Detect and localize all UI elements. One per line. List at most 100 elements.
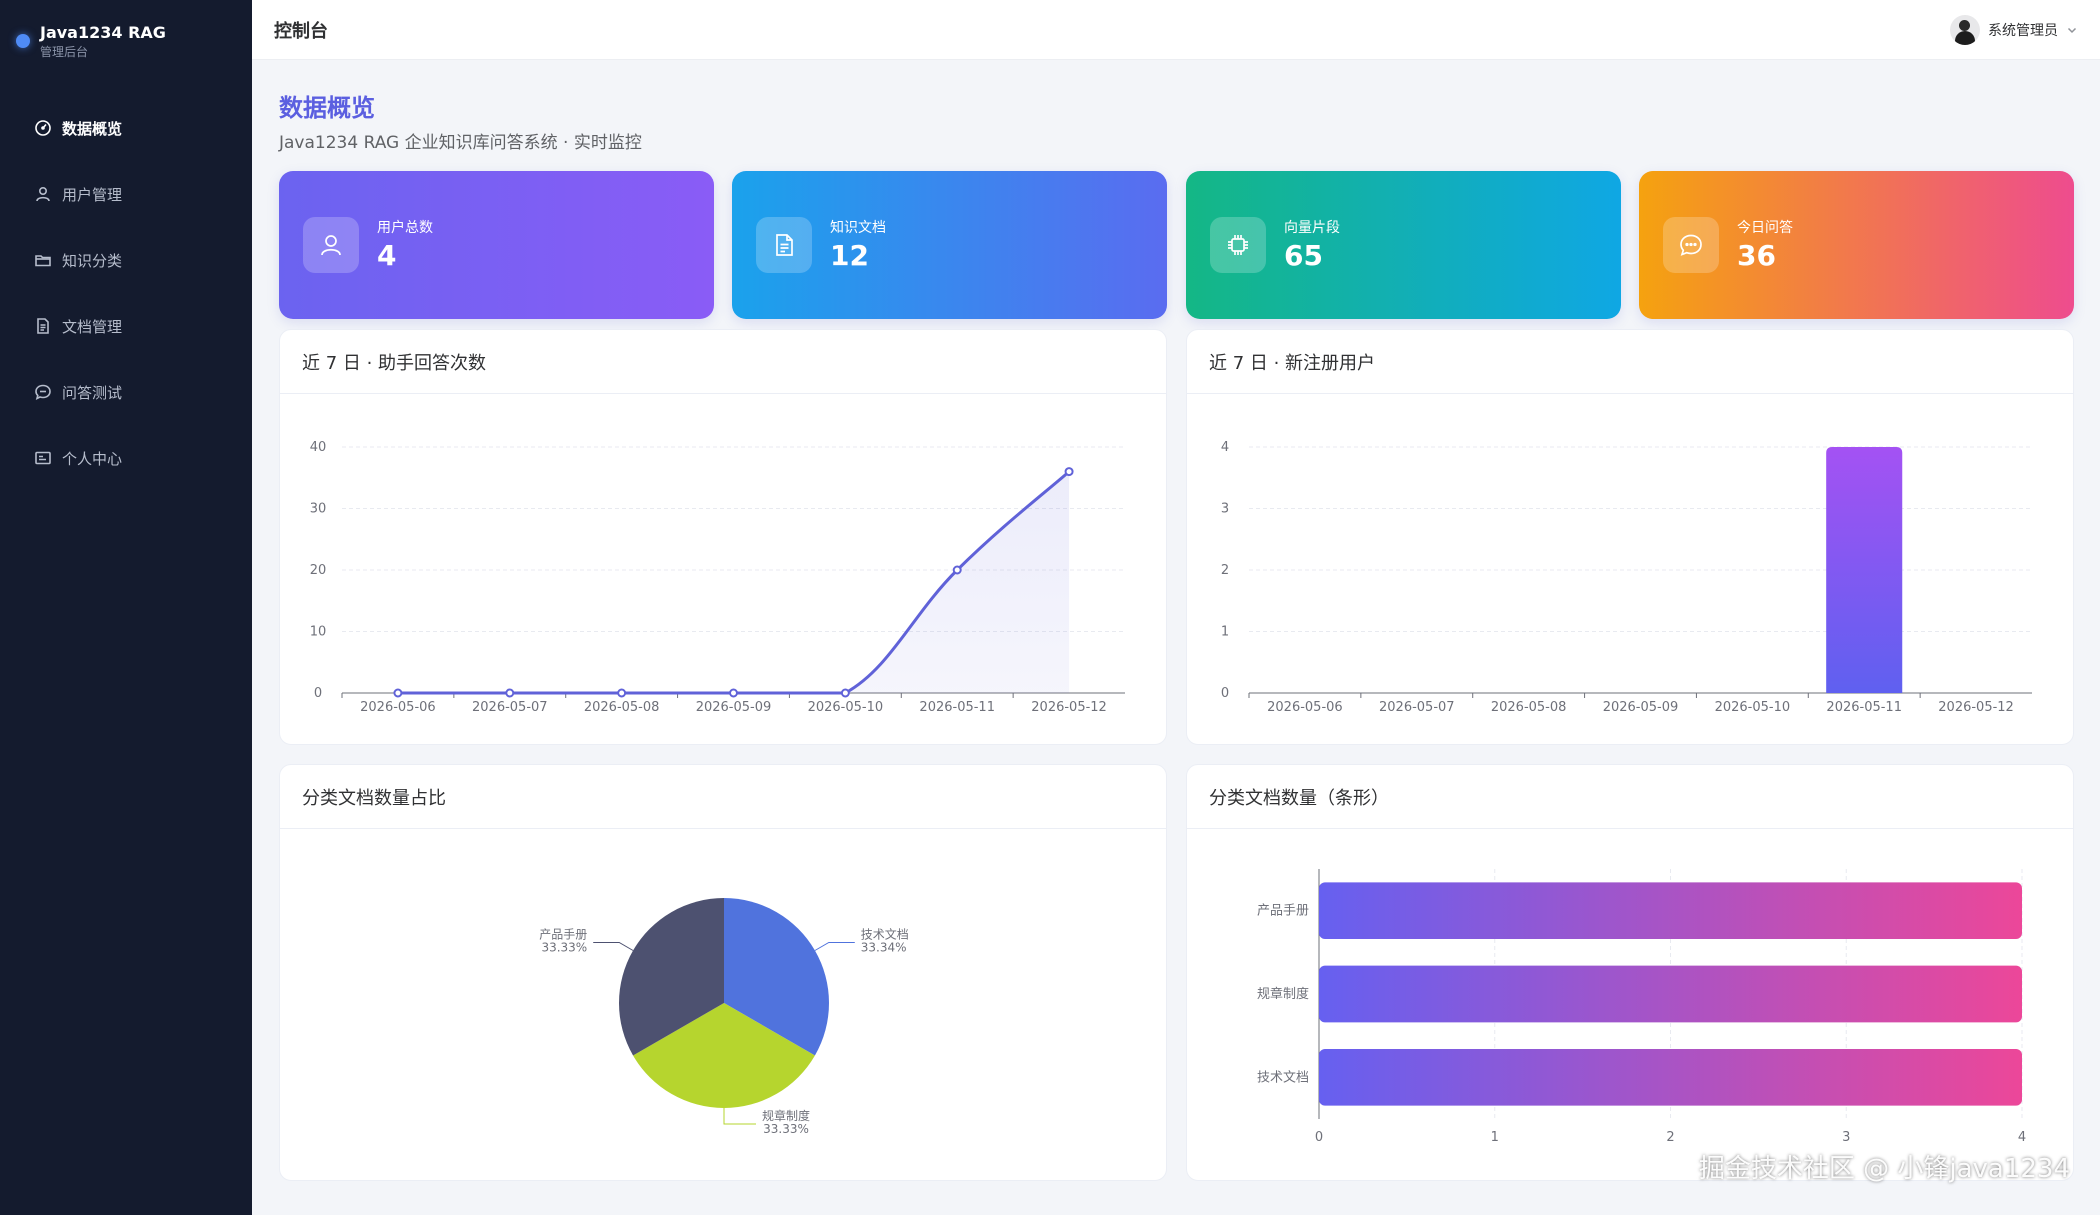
id-card-icon <box>34 449 52 467</box>
brand-logo-icon <box>16 34 30 48</box>
data-point <box>952 565 962 575</box>
document-icon <box>34 317 52 335</box>
x-tick-label: 2026-05-12 <box>1938 700 2014 715</box>
pie-label-line <box>814 942 855 951</box>
x-tick-label: 2026-05-10 <box>1715 700 1791 715</box>
y-tick-label: 4 <box>1221 440 1229 455</box>
stat-label: 知识文档 <box>830 220 886 236</box>
x-tick-label: 1 <box>1491 1130 1499 1145</box>
x-tick-label: 2026-05-08 <box>584 700 660 715</box>
pie-label-percent: 33.33% <box>763 1122 809 1136</box>
x-tick-label: 2026-05-10 <box>808 700 884 715</box>
panel-title: 近 7 日 · 助手回答次数 <box>280 330 1166 394</box>
x-tick-label: 2026-05-09 <box>696 700 772 715</box>
y-tick-label: 2 <box>1221 563 1229 578</box>
x-tick-label: 2026-05-06 <box>1267 700 1343 715</box>
chat-icon <box>34 383 52 401</box>
panel-title: 近 7 日 · 新注册用户 <box>1187 330 2073 394</box>
panel-title: 分类文档数量（条形） <box>1187 765 2073 829</box>
data-point <box>393 688 403 698</box>
x-tick-label: 2026-05-11 <box>1826 700 1902 715</box>
stat-value: 12 <box>830 239 869 272</box>
brand-title: Java1234 RAG <box>40 23 166 42</box>
y-tick-label: 产品手册 <box>1257 904 1309 919</box>
page-subtitle: Java1234 RAG 企业知识库问答系统 · 实时监控 <box>279 133 642 153</box>
watermark: 掘金技术社区 @ 小锋java1234 <box>1698 1154 2070 1184</box>
x-tick-label: 2026-05-07 <box>472 700 548 715</box>
folder-icon <box>34 251 52 269</box>
sidebar-item-users[interactable]: 用户管理 <box>0 161 252 227</box>
stat-value: 65 <box>1284 239 1323 272</box>
sidebar-item-label: 问答测试 <box>62 383 123 402</box>
panel-title: 分类文档数量占比 <box>280 765 1166 829</box>
bar <box>1319 882 2022 939</box>
series-area <box>397 471 1070 693</box>
stat-value: 36 <box>1737 239 1776 272</box>
panel-users-bar: 近 7 日 · 新注册用户 0 1 2 3 4 2026-05-06 2026-05-07 2… <box>1186 329 2074 745</box>
stat-value: 4 <box>377 239 397 272</box>
avatar <box>1950 14 1980 45</box>
page-title: 数据概览 <box>279 94 375 122</box>
sidebar-item-categories[interactable]: 知识分类 <box>0 227 252 293</box>
chip-icon <box>1210 217 1266 273</box>
sidebar-item-overview[interactable]: 数据概览 <box>0 95 252 161</box>
stat-card-today-qa: 今日问答 36 <box>1639 171 2074 319</box>
pie-slice <box>633 1003 815 1108</box>
bar <box>1826 447 1903 693</box>
sidebar-item-label: 知识分类 <box>62 251 123 270</box>
header-title: 控制台 <box>274 20 328 42</box>
sidebar-item-qa-test[interactable]: 问答测试 <box>0 359 252 425</box>
stat-card-users: 用户总数 4 <box>279 171 714 319</box>
user-menu[interactable]: 系统管理员 <box>1950 14 2078 45</box>
user-name: 系统管理员 <box>1988 22 2058 39</box>
sidebar-menu: 数据概览 用户管理 知识分类 文档管理 问答测试 <box>0 95 252 491</box>
data-point <box>729 688 738 698</box>
user-icon <box>303 217 359 273</box>
x-tick-label: 2026-05-09 <box>1603 700 1679 715</box>
pie-label-percent: 33.33% <box>541 941 587 955</box>
y-tick-label: 1 <box>1221 625 1229 640</box>
line-chart: 0 10 20 30 40 2026-05-06 2026-05-07 2026-05-08 2… <box>310 440 1125 715</box>
x-tick-label: 2026-05-08 <box>1491 700 1567 715</box>
stat-label: 向量片段 <box>1284 220 1340 236</box>
y-tick-label: 20 <box>310 563 327 578</box>
sidebar-item-profile[interactable]: 个人中心 <box>0 425 252 491</box>
x-tick-label: 2 <box>1666 1130 1674 1145</box>
y-tick-label: 0 <box>314 686 322 701</box>
stat-label: 今日问答 <box>1737 220 1793 236</box>
bar <box>1319 965 2022 1023</box>
pie-label-percent: 33.34% <box>861 941 907 955</box>
x-tick-label: 2026-05-06 <box>360 700 436 715</box>
y-tick-label: 3 <box>1221 502 1229 517</box>
chat-icon <box>1663 217 1719 273</box>
stat-label: 用户总数 <box>377 220 433 236</box>
pie-label-name: 产品手册 <box>539 928 587 942</box>
brand-subtitle: 管理后台 <box>40 45 89 59</box>
document-icon <box>756 217 812 273</box>
top-header: 控制台 系统管理员 <box>252 0 2100 60</box>
x-tick-label: 3 <box>1842 1130 1850 1145</box>
x-tick-label: 4 <box>2018 1130 2026 1145</box>
pie-label-line <box>723 1108 756 1125</box>
x-tick-label: 0 <box>1315 1130 1323 1145</box>
sidebar-item-label: 用户管理 <box>62 185 123 204</box>
brand[interactable]: Java1234 RAG 管理后台 <box>16 22 166 60</box>
gauge-icon <box>34 119 52 137</box>
user-icon <box>34 185 52 203</box>
panel-category-hbar: 分类文档数量（条形） 0 1 2 3 4 产品手册 规章制度 技术文档 <box>1186 764 2074 1181</box>
y-tick-label: 10 <box>310 625 327 640</box>
data-point <box>1064 467 1074 477</box>
stat-card-documents: 知识文档 12 <box>732 171 1167 319</box>
y-tick-label: 30 <box>310 502 327 517</box>
sidebar-item-documents[interactable]: 文档管理 <box>0 293 252 359</box>
pie-label-line <box>593 942 634 951</box>
data-point <box>840 688 850 698</box>
sidebar: Java1234 RAG 管理后台 数据概览 用户管理 知识分类 <box>0 0 252 1215</box>
chevron-down-icon <box>2067 27 2077 33</box>
pie-slice <box>619 898 724 1056</box>
y-tick-label: 技术文档 <box>1257 1070 1309 1085</box>
data-point <box>617 688 627 698</box>
bar <box>1319 1049 2022 1106</box>
